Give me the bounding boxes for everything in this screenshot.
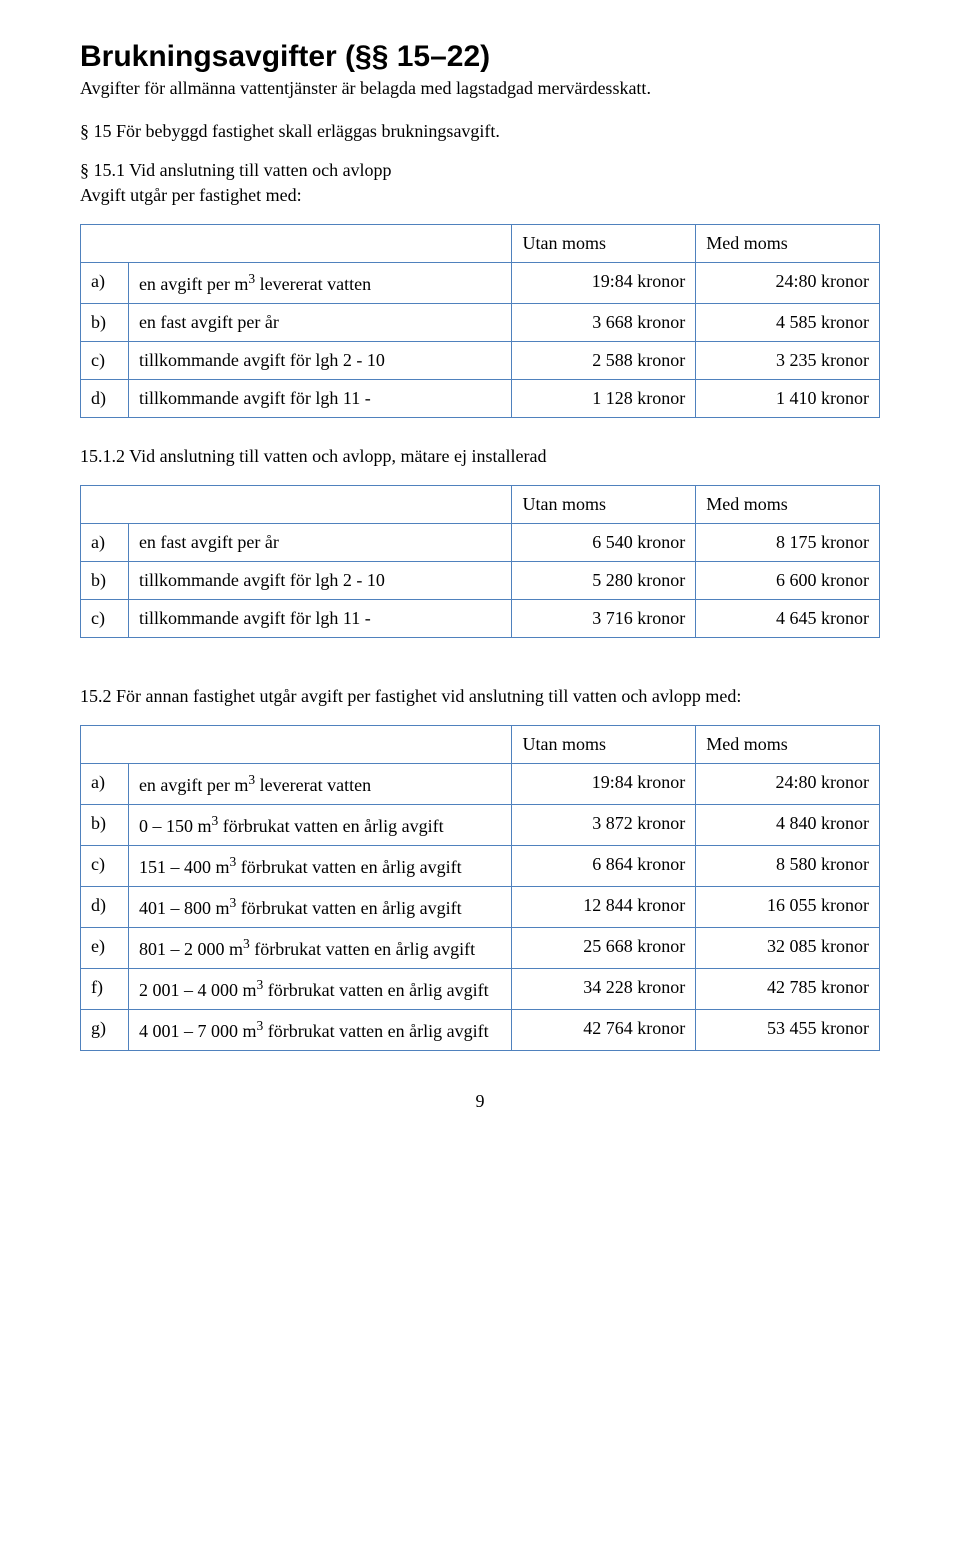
row-utan-moms: 34 228 kronor	[512, 969, 696, 1010]
row-med-moms: 1 410 kronor	[696, 380, 880, 418]
row-med-moms: 3 235 kronor	[696, 342, 880, 380]
section-15-1-2: 15.1.2 Vid anslutning till vatten och av…	[80, 446, 880, 467]
table-row: c)151 – 400 m3 förbrukat vatten en årlig…	[81, 846, 880, 887]
col-med-moms: Med moms	[696, 486, 880, 524]
table-15-2: Utan moms Med moms a)en avgift per m3 le…	[80, 725, 880, 1051]
row-desc: en fast avgift per år	[128, 304, 512, 342]
col-med-moms: Med moms	[696, 726, 880, 764]
row-med-moms: 24:80 kronor	[696, 263, 880, 304]
row-desc: en fast avgift per år	[128, 524, 512, 562]
col-utan-moms: Utan moms	[512, 486, 696, 524]
row-med-moms: 8 175 kronor	[696, 524, 880, 562]
row-desc: 4 001 – 7 000 m3 förbrukat vatten en årl…	[128, 1010, 512, 1051]
row-utan-moms: 42 764 kronor	[512, 1010, 696, 1051]
row-med-moms: 24:80 kronor	[696, 764, 880, 805]
row-key: b)	[81, 562, 129, 600]
row-key: d)	[81, 887, 129, 928]
row-key: c)	[81, 846, 129, 887]
row-key: a)	[81, 764, 129, 805]
table-row: b)tillkommande avgift för lgh 2 - 105 28…	[81, 562, 880, 600]
section-15-2: 15.2 För annan fastighet utgår avgift pe…	[80, 686, 880, 707]
row-med-moms: 8 580 kronor	[696, 846, 880, 887]
row-utan-moms: 1 128 kronor	[512, 380, 696, 418]
table-header-row: Utan moms Med moms	[81, 726, 880, 764]
row-med-moms: 4 585 kronor	[696, 304, 880, 342]
table-row: a)en avgift per m3 levererat vatten19:84…	[81, 764, 880, 805]
row-med-moms: 4 840 kronor	[696, 805, 880, 846]
row-desc: tillkommande avgift för lgh 11 -	[128, 380, 512, 418]
row-desc: en avgift per m3 levererat vatten	[128, 764, 512, 805]
row-utan-moms: 5 280 kronor	[512, 562, 696, 600]
row-utan-moms: 2 588 kronor	[512, 342, 696, 380]
row-utan-moms: 3 668 kronor	[512, 304, 696, 342]
row-key: e)	[81, 928, 129, 969]
intro-text: Avgifter för allmänna vattentjänster är …	[80, 78, 880, 99]
row-desc: tillkommande avgift för lgh 2 - 10	[128, 562, 512, 600]
table-15-1-2: Utan moms Med moms a)en fast avgift per …	[80, 485, 880, 638]
table-row: a)en avgift per m3 levererat vatten19:84…	[81, 263, 880, 304]
header-empty	[81, 486, 512, 524]
row-desc: 401 – 800 m3 förbrukat vatten en årlig a…	[128, 887, 512, 928]
header-empty	[81, 225, 512, 263]
row-key: b)	[81, 805, 129, 846]
row-med-moms: 53 455 kronor	[696, 1010, 880, 1051]
row-key: b)	[81, 304, 129, 342]
table-row: f)2 001 – 4 000 m3 förbrukat vatten en å…	[81, 969, 880, 1010]
table-row: c)tillkommande avgift för lgh 11 -3 716 …	[81, 600, 880, 638]
section-15-1-title: § 15.1 Vid anslutning till vatten och av…	[80, 160, 880, 181]
table-row: e)801 – 2 000 m3 förbrukat vatten en årl…	[81, 928, 880, 969]
table-row: b)0 – 150 m3 förbrukat vatten en årlig a…	[81, 805, 880, 846]
col-med-moms: Med moms	[696, 225, 880, 263]
section-15: § 15 För bebyggd fastighet skall erlägga…	[80, 121, 880, 142]
col-utan-moms: Utan moms	[512, 726, 696, 764]
page-title: Brukningsavgifter (§§ 15–22)	[80, 40, 880, 74]
row-desc: 2 001 – 4 000 m3 förbrukat vatten en årl…	[128, 969, 512, 1010]
row-key: g)	[81, 1010, 129, 1051]
row-key: a)	[81, 263, 129, 304]
table-row: a)en fast avgift per år6 540 kronor8 175…	[81, 524, 880, 562]
row-utan-moms: 25 668 kronor	[512, 928, 696, 969]
row-key: c)	[81, 600, 129, 638]
table-row: g)4 001 – 7 000 m3 förbrukat vatten en å…	[81, 1010, 880, 1051]
row-key: c)	[81, 342, 129, 380]
row-utan-moms: 6 864 kronor	[512, 846, 696, 887]
row-key: d)	[81, 380, 129, 418]
row-med-moms: 42 785 kronor	[696, 969, 880, 1010]
row-utan-moms: 6 540 kronor	[512, 524, 696, 562]
table-row: d)tillkommande avgift för lgh 11 -1 128 …	[81, 380, 880, 418]
row-utan-moms: 19:84 kronor	[512, 764, 696, 805]
table-row: d)401 – 800 m3 förbrukat vatten en årlig…	[81, 887, 880, 928]
row-desc: 801 – 2 000 m3 förbrukat vatten en årlig…	[128, 928, 512, 969]
col-utan-moms: Utan moms	[512, 225, 696, 263]
row-key: f)	[81, 969, 129, 1010]
row-med-moms: 4 645 kronor	[696, 600, 880, 638]
page-number: 9	[80, 1091, 880, 1112]
row-desc: tillkommande avgift för lgh 11 -	[128, 600, 512, 638]
row-key: a)	[81, 524, 129, 562]
row-med-moms: 6 600 kronor	[696, 562, 880, 600]
row-med-moms: 32 085 kronor	[696, 928, 880, 969]
table-row: b)en fast avgift per år3 668 kronor4 585…	[81, 304, 880, 342]
row-desc: en avgift per m3 levererat vatten	[128, 263, 512, 304]
row-utan-moms: 3 872 kronor	[512, 805, 696, 846]
table-row: c)tillkommande avgift för lgh 2 - 102 58…	[81, 342, 880, 380]
row-utan-moms: 19:84 kronor	[512, 263, 696, 304]
row-utan-moms: 3 716 kronor	[512, 600, 696, 638]
row-desc: 0 – 150 m3 förbrukat vatten en årlig avg…	[128, 805, 512, 846]
row-utan-moms: 12 844 kronor	[512, 887, 696, 928]
table-15-1: Utan moms Med moms a)en avgift per m3 le…	[80, 224, 880, 418]
row-desc: tillkommande avgift för lgh 2 - 10	[128, 342, 512, 380]
row-desc: 151 – 400 m3 förbrukat vatten en årlig a…	[128, 846, 512, 887]
header-empty	[81, 726, 512, 764]
row-med-moms: 16 055 kronor	[696, 887, 880, 928]
table-header-row: Utan moms Med moms	[81, 225, 880, 263]
section-15-1-sub: Avgift utgår per fastighet med:	[80, 185, 880, 206]
table-header-row: Utan moms Med moms	[81, 486, 880, 524]
